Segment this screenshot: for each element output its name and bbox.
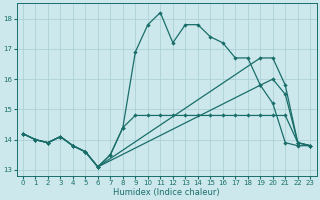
X-axis label: Humidex (Indice chaleur): Humidex (Indice chaleur) <box>113 188 220 197</box>
